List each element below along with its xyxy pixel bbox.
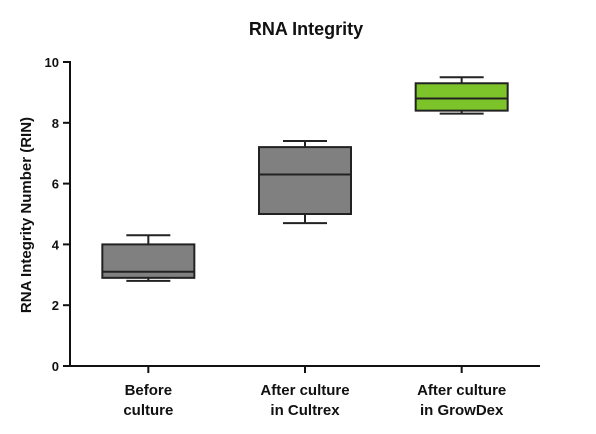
category-label: Before culture <box>123 382 173 419</box>
y-tick-label: 6 <box>52 177 59 192</box>
y-tick-label: 0 <box>52 359 59 374</box>
box-iqr <box>101 243 196 279</box>
y-tick-label: 4 <box>52 237 60 252</box>
box-group <box>414 76 509 115</box>
box-group <box>101 234 196 282</box>
y-tick-label: 8 <box>52 116 59 131</box>
chart-title: RNA Integrity <box>249 19 363 39</box>
category-label: After culture in GrowDex <box>417 382 506 419</box>
axes: 0 2 4 6 8 10 <box>45 55 540 374</box>
y-axis-label: RNA Integrity Number (RIN) <box>18 117 35 313</box>
category-label: After culture in Cultrex <box>260 382 349 419</box>
category-label-line: After culture <box>260 382 349 399</box>
category-label-line: in GrowDex <box>420 402 504 419</box>
y-tick-label: 10 <box>45 55 59 70</box>
box-iqr <box>414 82 509 112</box>
y-tick-label: 2 <box>52 298 59 313</box>
category-label-line: Before <box>125 382 173 399</box>
boxes <box>101 76 509 282</box>
box-group <box>258 140 352 225</box>
category-label-line: in Cultrex <box>270 402 340 419</box>
box-iqr <box>258 146 352 215</box>
category-label-line: culture <box>123 402 173 419</box>
category-label-line: After culture <box>417 382 506 399</box>
